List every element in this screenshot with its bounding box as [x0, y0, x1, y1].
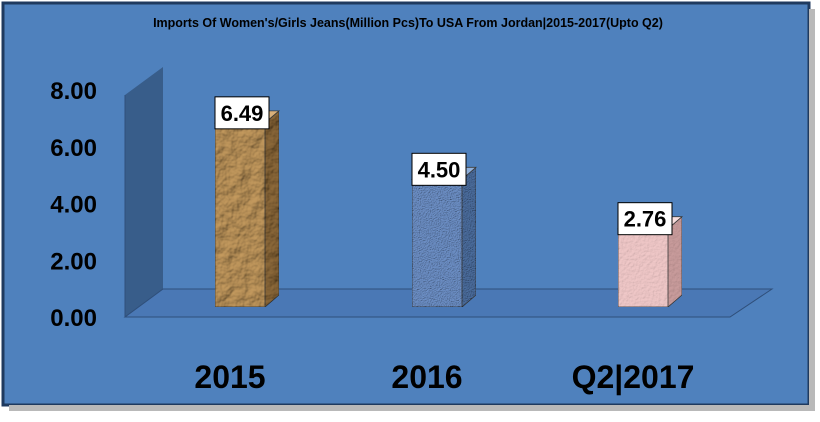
y-tick-label: 2.00 [50, 248, 97, 275]
bar-side [461, 166, 477, 308]
bar-front [617, 228, 669, 308]
y-tick-label: 6.00 [50, 135, 97, 162]
y-tick-label: 4.00 [50, 192, 97, 219]
x-tick-label: Q2|2017 [572, 359, 695, 395]
x-tick-label: 2015 [194, 359, 265, 395]
bar-3: 2.76 [616, 202, 684, 308]
x-tick-label: 2016 [391, 359, 462, 395]
bar-front [214, 122, 266, 308]
bars-group: 6.49 4.50 2.76 [213, 96, 684, 308]
x-axis-labels: 2015 2016 Q2|2017 [194, 359, 694, 395]
data-label-box [411, 152, 467, 186]
chart-frame-shadow-right [809, 9, 815, 411]
bar-1: 6.49 [213, 96, 281, 308]
data-label: 6.49 [221, 101, 264, 126]
bar-front [411, 178, 463, 308]
data-label: 2.76 [624, 207, 667, 232]
chart-back-wall [125, 67, 163, 317]
data-label-box [617, 202, 673, 236]
chart-frame-shadow [9, 405, 813, 411]
y-axis-ticks: 0.00 2.00 4.00 6.00 8.00 [50, 78, 97, 332]
bar-side [264, 109, 280, 308]
chart-title: Imports Of Women's/Girls Jeans(Million P… [153, 16, 663, 30]
y-tick-label: 0.00 [50, 305, 97, 332]
y-tick-label: 8.00 [50, 78, 97, 105]
data-label: 4.50 [418, 157, 461, 182]
data-label-box [214, 96, 270, 130]
bar-2: 4.50 [410, 152, 478, 308]
chart-frame [1, 1, 811, 407]
